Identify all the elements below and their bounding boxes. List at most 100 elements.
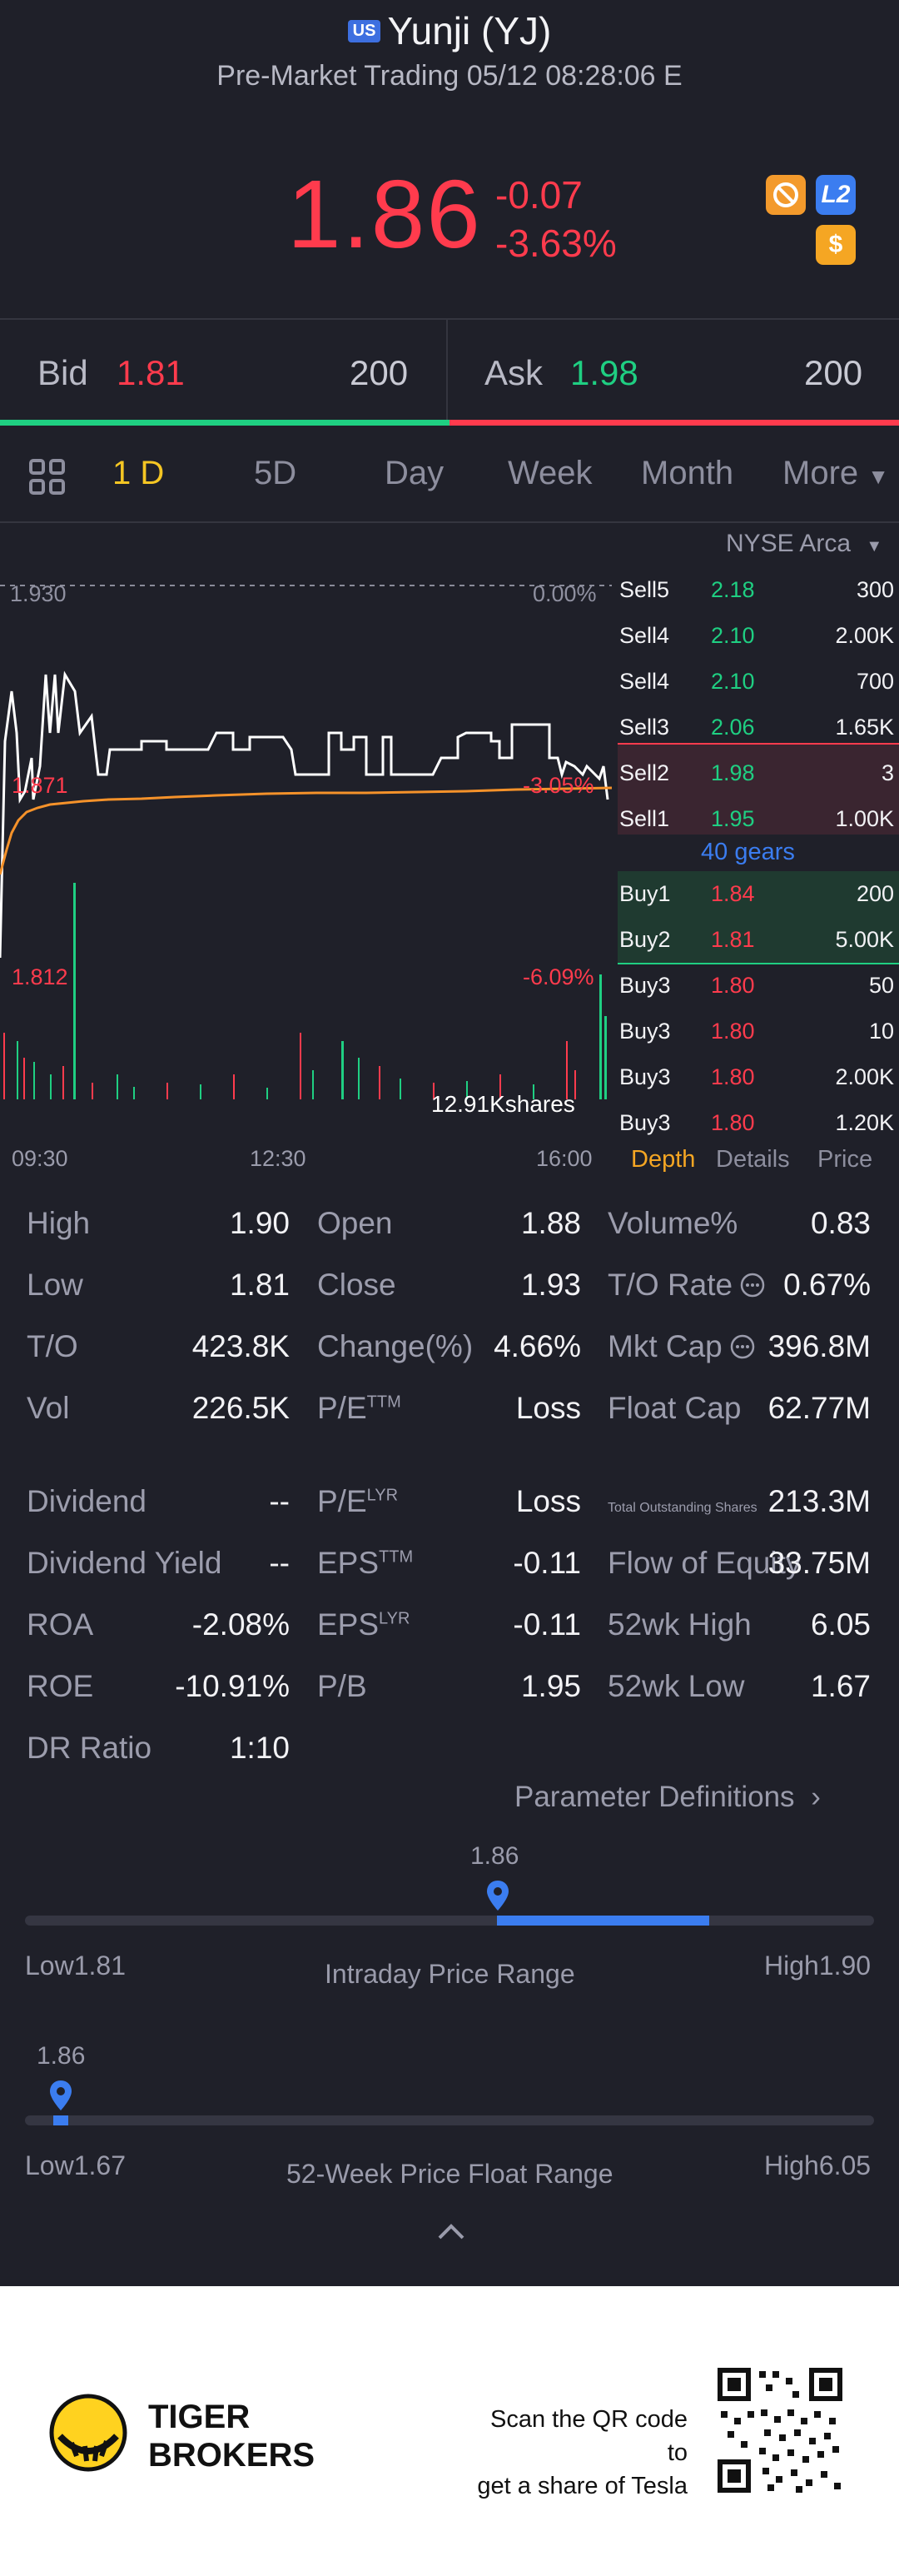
divider [0,318,899,320]
stat-label: Open [317,1206,393,1241]
stat-label: EPSTTM [317,1546,413,1581]
stat-value: 33.75M [767,1546,871,1580]
range-high: High1.90 [764,1951,872,1981]
intraday-chart[interactable] [0,525,613,1133]
promo-line-2: get a share of Tesla [477,2473,688,2499]
sell-highlight [618,743,899,835]
chevron-up-icon[interactable] [437,2222,465,2245]
stat-label: Float Cap [608,1391,741,1426]
buy-level: Buy1 [619,881,671,906]
price-change-percent: -3.63% [495,222,617,265]
stat-label: Total Outstanding Shares [608,1484,757,1519]
stat-label-text: Volume% [608,1206,738,1240]
sell-row: Sell5 2.18 300 [618,567,899,613]
buy-row: Buy3 1.80 10 [618,1009,899,1054]
sell-row: Sell2 1.98 3 [618,750,899,796]
sell-price: 2.06 [711,715,755,740]
info-icon[interactable] [739,1268,766,1302]
sell-level: Sell2 [619,760,670,785]
pct-axis-mid: -3.05% [523,773,594,798]
pct-axis-top: 0.00% [533,581,597,606]
parameter-definitions-label: Parameter Definitions [514,1781,795,1813]
buy-price: 1.80 [711,1064,755,1089]
tab-week[interactable]: Week [508,455,593,491]
brand-name: TIGER BROKERS [148,2398,315,2474]
sell-level: Sell4 [619,669,670,694]
stats-panel: High 1.90 Low 1.81 T/O 423.8K Vol 226.5K Open 1.8… [0,1206,899,1772]
sell-price: 2.18 [711,577,755,602]
promo-text: Scan the QR code to get a share of Tesla [466,2403,688,2503]
parameter-definitions-link[interactable]: Parameter Definitions › [514,1781,821,1814]
price-change-value: -0.07 [495,173,583,217]
tab-1d[interactable]: 1 D [112,455,165,491]
tab-more[interactable]: More ▼ [782,455,889,492]
x-axis-end: 16:00 [536,1146,593,1171]
stat-label: Mkt Cap [608,1329,756,1364]
buy-row: Buy3 1.80 50 [618,963,899,1009]
bid-strength-bar [0,420,450,426]
buy-price: 1.84 [711,881,755,906]
stat-label: P/B [317,1669,367,1704]
no-entry-icon[interactable] [766,175,806,215]
tab-price[interactable]: Price [817,1146,873,1173]
gears-toggle[interactable]: 40 gears [701,839,795,865]
sell-qty: 300 [856,577,894,602]
range-high: High6.05 [764,2150,872,2180]
buy-qty: 5.00K [835,927,894,952]
range-track [25,1916,874,1926]
stat-value: 1:10 [229,1731,290,1765]
stat-label-sup: TTM [366,1393,401,1412]
stat-label: Dividend [27,1484,147,1519]
stat-value: 423.8K [191,1329,290,1363]
stat-label: T/O Rate [608,1268,766,1303]
buy-level: Buy3 [619,1064,671,1089]
tab-depth[interactable]: Depth [631,1146,696,1173]
tab-day[interactable]: Day [385,455,445,491]
stat-label: Low [27,1268,83,1303]
trading-session-status: Pre-Market Trading 05/12 08:28:06 E [216,60,683,92]
stat-label-text: 52wk Low [608,1669,745,1703]
stat-value: 1.93 [520,1268,581,1302]
level2-icon[interactable]: L2 [816,175,856,215]
stat-value: 1.81 [229,1268,290,1302]
stat-label-text: Low [27,1268,83,1302]
stat-label-text: Dividend [27,1484,147,1518]
stat-label: Volume% [608,1206,738,1241]
sell-qty: 1.00K [835,806,894,831]
chevron-right-icon: › [811,1781,821,1813]
buy-level: Buy2 [619,927,671,952]
buy-price: 1.80 [711,973,755,998]
stat-label-text: EPS [317,1546,380,1580]
buy-qty: 200 [856,881,894,906]
tab-details[interactable]: Details [716,1146,790,1173]
stat-label: EPSLYR [317,1607,410,1642]
buy-qty: 1.20K [835,1110,894,1135]
exchange-selector[interactable]: NYSE Arca ▼ [726,530,882,558]
last-price: 1.86 [287,160,482,268]
stat-label-text: High [27,1206,91,1240]
y-axis-top: 1.930 [10,581,67,606]
stat-label: Flow of Equity [608,1546,801,1581]
order-book: NYSE Arca ▼ Sell5 2.18 300 Sell4 2.10 2.00K Se… [618,530,899,1173]
y-axis-low: 1.812 [12,964,68,989]
tab-month[interactable]: Month [641,455,734,491]
stat-value: 0.83 [810,1206,871,1240]
info-icon[interactable] [729,1329,756,1363]
buy-qty: 10 [868,1019,894,1044]
dollar-icon[interactable]: $ [816,225,856,265]
buy-row: Buy2 1.81 5.00K [618,917,899,963]
ask-qty: 200 [804,353,863,392]
sell-level: Sell3 [619,715,670,740]
qr-code-icon[interactable] [718,2368,842,2493]
divider [0,521,899,523]
volume-label: 12.91Kshares [431,1091,575,1117]
stat-value: 6.05 [810,1607,871,1642]
chevron-down-icon: ▼ [867,464,889,489]
grid-icon[interactable] [28,458,67,501]
stat-label: Dividend Yield [27,1546,221,1581]
stat-value: Loss [515,1484,581,1518]
stat-label-text: Change(%) [317,1329,474,1363]
period-tabs: 1 D 5D Day Week Month More ▼ [0,446,899,505]
tab-5d[interactable]: 5D [254,455,297,491]
sell-row: Sell4 2.10 700 [618,659,899,705]
